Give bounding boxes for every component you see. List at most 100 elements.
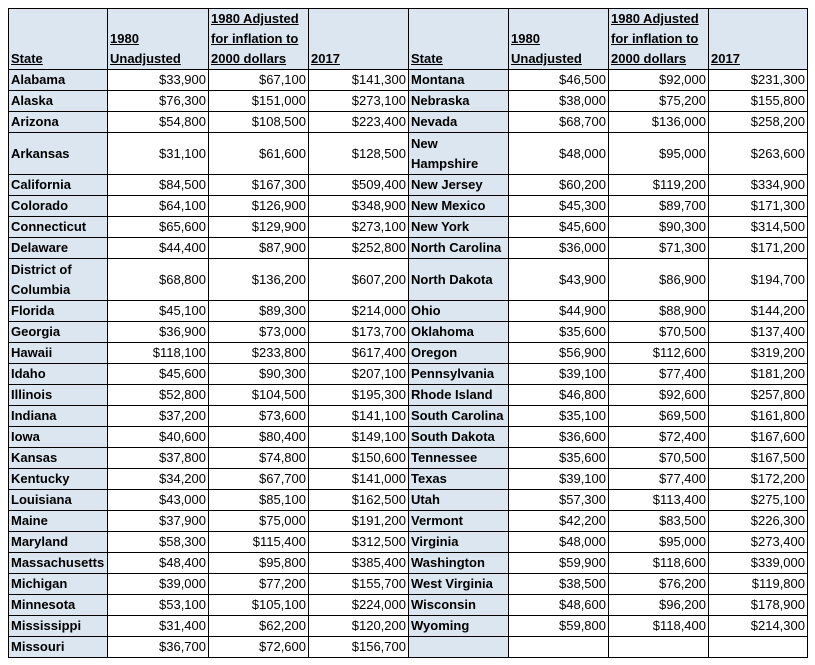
state-name-cell: District of Columbia bbox=[8, 258, 108, 301]
adjusted-1980-cell: $96,200 bbox=[608, 594, 709, 616]
adjusted-1980-cell: $88,900 bbox=[608, 300, 709, 322]
adjusted-1980-cell: $233,800 bbox=[208, 342, 309, 364]
unadjusted-1980-cell: $46,500 bbox=[508, 69, 609, 91]
adjusted-1980-cell: $112,600 bbox=[608, 342, 709, 364]
value-2017-cell: $128,500 bbox=[308, 132, 409, 175]
value-2017-cell: $137,400 bbox=[708, 321, 808, 343]
value-2017-cell: $314,500 bbox=[708, 216, 808, 238]
value-2017-cell: $207,100 bbox=[308, 363, 409, 385]
value-2017-cell: $223,400 bbox=[308, 111, 409, 133]
header-state-left: State bbox=[8, 8, 108, 70]
adjusted-1980-cell: $119,200 bbox=[608, 174, 709, 196]
adjusted-1980-cell: $86,900 bbox=[608, 258, 709, 301]
adjusted-1980-cell bbox=[608, 636, 709, 658]
unadjusted-1980-cell: $57,300 bbox=[508, 489, 609, 511]
value-2017-cell: $334,900 bbox=[708, 174, 808, 196]
adjusted-1980-cell: $70,500 bbox=[608, 321, 709, 343]
value-2017-cell: $141,100 bbox=[308, 405, 409, 427]
adjusted-1980-cell: $92,600 bbox=[608, 384, 709, 406]
unadjusted-1980-cell: $84,500 bbox=[107, 174, 209, 196]
unadjusted-1980-cell: $45,600 bbox=[107, 363, 209, 385]
value-2017-cell: $214,000 bbox=[308, 300, 409, 322]
state-name-cell: New Hampshire bbox=[408, 132, 509, 175]
adjusted-1980-cell: $95,000 bbox=[608, 132, 709, 175]
unadjusted-1980-cell: $118,100 bbox=[107, 342, 209, 364]
value-2017-cell: $172,200 bbox=[708, 468, 808, 490]
adjusted-1980-cell: $95,000 bbox=[608, 531, 709, 553]
state-name-cell: Michigan bbox=[8, 573, 108, 595]
table-row: Hawaii $118,100 $233,800 $617,400 Oregon $56,… bbox=[8, 342, 808, 364]
state-name-cell: South Dakota bbox=[408, 426, 509, 448]
state-name-cell: Massachusetts bbox=[8, 552, 108, 574]
adjusted-1980-cell: $126,900 bbox=[208, 195, 309, 217]
state-name-cell: Illinois bbox=[8, 384, 108, 406]
state-name-cell: Wisconsin bbox=[408, 594, 509, 616]
header-1980-adjusted-right: 1980 Adjusted for inflation to 2000 doll… bbox=[608, 8, 709, 70]
unadjusted-1980-cell: $36,900 bbox=[107, 321, 209, 343]
value-2017-cell: $231,300 bbox=[708, 69, 808, 91]
unadjusted-1980-cell: $43,900 bbox=[508, 258, 609, 301]
adjusted-1980-cell: $77,400 bbox=[608, 363, 709, 385]
adjusted-1980-cell: $105,100 bbox=[208, 594, 309, 616]
adjusted-1980-cell: $136,000 bbox=[608, 111, 709, 133]
adjusted-1980-cell: $118,600 bbox=[608, 552, 709, 574]
unadjusted-1980-cell: $44,900 bbox=[508, 300, 609, 322]
adjusted-1980-cell: $67,100 bbox=[208, 69, 309, 91]
unadjusted-1980-cell: $45,600 bbox=[508, 216, 609, 238]
state-name-cell: North Carolina bbox=[408, 237, 509, 259]
unadjusted-1980-cell: $48,000 bbox=[508, 531, 609, 553]
adjusted-1980-cell: $85,100 bbox=[208, 489, 309, 511]
adjusted-1980-cell: $83,500 bbox=[608, 510, 709, 532]
value-2017-cell: $167,600 bbox=[708, 426, 808, 448]
value-2017-cell: $191,200 bbox=[308, 510, 409, 532]
adjusted-1980-cell: $73,000 bbox=[208, 321, 309, 343]
state-name-cell: Kansas bbox=[8, 447, 108, 469]
unadjusted-1980-cell: $48,000 bbox=[508, 132, 609, 175]
unadjusted-1980-cell: $35,100 bbox=[508, 405, 609, 427]
table-row: Delaware $44,400 $87,900 $252,800 North Caro… bbox=[8, 237, 808, 259]
unadjusted-1980-cell: $39,100 bbox=[508, 363, 609, 385]
adjusted-1980-cell: $70,500 bbox=[608, 447, 709, 469]
value-2017-cell: $149,100 bbox=[308, 426, 409, 448]
state-name-cell: Idaho bbox=[8, 363, 108, 385]
value-2017-cell: $273,100 bbox=[308, 90, 409, 112]
unadjusted-1980-cell: $37,900 bbox=[107, 510, 209, 532]
unadjusted-1980-cell: $58,300 bbox=[107, 531, 209, 553]
adjusted-1980-cell: $61,600 bbox=[208, 132, 309, 175]
unadjusted-1980-cell: $76,300 bbox=[107, 90, 209, 112]
unadjusted-1980-cell: $44,400 bbox=[107, 237, 209, 259]
state-name-cell: Nebraska bbox=[408, 90, 509, 112]
table-row: Massachusetts $48,400 $95,800 $385,400 Washi… bbox=[8, 552, 808, 574]
adjusted-1980-cell: $76,200 bbox=[608, 573, 709, 595]
value-2017-cell: $144,200 bbox=[708, 300, 808, 322]
adjusted-1980-cell: $77,200 bbox=[208, 573, 309, 595]
unadjusted-1980-cell: $53,100 bbox=[107, 594, 209, 616]
header-2017-left: 2017 bbox=[308, 8, 409, 70]
adjusted-1980-cell: $80,400 bbox=[208, 426, 309, 448]
value-2017-cell: $120,200 bbox=[308, 615, 409, 637]
unadjusted-1980-cell: $65,600 bbox=[107, 216, 209, 238]
state-name-cell: North Dakota bbox=[408, 258, 509, 301]
unadjusted-1980-cell: $68,800 bbox=[107, 258, 209, 301]
state-name-cell: New York bbox=[408, 216, 509, 238]
adjusted-1980-cell: $151,000 bbox=[208, 90, 309, 112]
adjusted-1980-cell: $75,000 bbox=[208, 510, 309, 532]
value-2017-cell: $312,500 bbox=[308, 531, 409, 553]
table-row: Florida $45,100 $89,300 $214,000 Ohio $44,900… bbox=[8, 300, 808, 322]
value-2017-cell: $150,600 bbox=[308, 447, 409, 469]
value-2017-cell: $141,000 bbox=[308, 468, 409, 490]
value-2017-cell: $257,800 bbox=[708, 384, 808, 406]
value-2017-cell: $155,800 bbox=[708, 90, 808, 112]
state-name-cell: Oregon bbox=[408, 342, 509, 364]
unadjusted-1980-cell: $37,800 bbox=[107, 447, 209, 469]
state-name-cell: Alabama bbox=[8, 69, 108, 91]
table-row: Alaska $76,300 $151,000 $273,100 Nebraska $38… bbox=[8, 90, 808, 112]
value-2017-cell: $252,800 bbox=[308, 237, 409, 259]
header-1980-unadjusted-left: 1980 Unadjusted bbox=[107, 8, 209, 70]
unadjusted-1980-cell: $36,600 bbox=[508, 426, 609, 448]
table-row: Kansas $37,800 $74,800 $150,600 Tennessee $35… bbox=[8, 447, 808, 469]
value-2017-cell: $224,000 bbox=[308, 594, 409, 616]
state-name-cell: Vermont bbox=[408, 510, 509, 532]
state-name-cell: Washington bbox=[408, 552, 509, 574]
table-row: Illinois $52,800 $104,500 $195,300 Rhode Isl… bbox=[8, 384, 808, 406]
